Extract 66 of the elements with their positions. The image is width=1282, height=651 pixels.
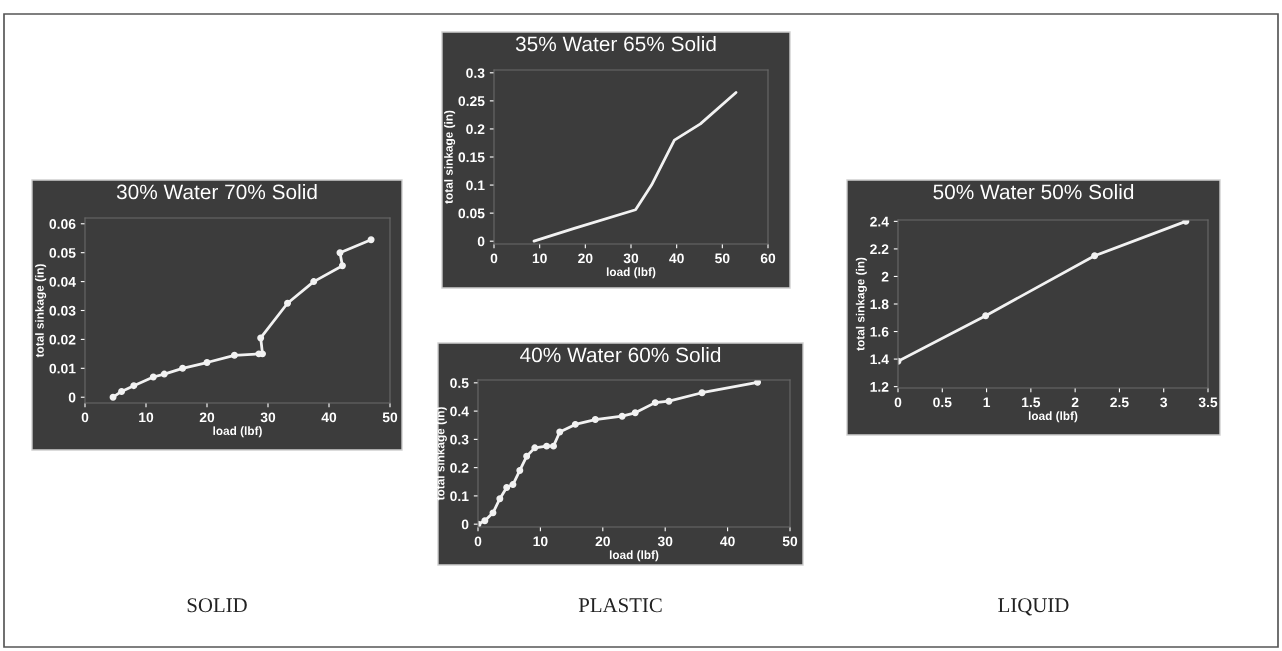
y-tick-label: 0.3	[466, 68, 485, 78]
y-axis-title: total sinkage (in)	[855, 257, 867, 351]
y-tick-label: 0.5	[450, 378, 469, 388]
y-tick-label: 1.6	[870, 326, 889, 337]
x-tick-label: 10	[139, 412, 154, 423]
y-tick-label: 0.2	[466, 124, 485, 135]
y-tick-label: 0.25	[458, 96, 485, 107]
y-tick-label: 0.2	[450, 462, 469, 473]
y-axis-title: total sinkage (in)	[35, 264, 47, 358]
x-tick-label: 40	[321, 412, 337, 423]
y-tick-label: 0.05	[458, 208, 485, 219]
y-tick-label: 0	[477, 236, 485, 247]
x-tick-label: 50	[382, 412, 398, 423]
x-tick-label: 30	[623, 253, 639, 264]
x-axis-title: load (lbf)	[1028, 411, 1078, 423]
x-axis-title: load (lbf)	[606, 267, 656, 279]
y-tick-label: 0.4	[450, 406, 469, 417]
x-tick-label: 3.5	[1198, 397, 1218, 408]
y-tick-label: 0.15	[458, 152, 485, 163]
y-tick-label: 0.03	[49, 305, 76, 316]
text: LIQUID	[998, 598, 1069, 616]
x-tick-label: 20	[595, 536, 610, 547]
chart-title: 50% Water 50% Solid	[933, 184, 1134, 200]
y-tick-label: 0.1	[466, 180, 485, 191]
y-axis-title: total sinkage (in)	[444, 110, 456, 204]
x-tick-label: 10	[532, 253, 547, 264]
x-tick-label: 1.5	[1022, 397, 1041, 408]
y-tick-label: 0.3	[450, 434, 469, 445]
x-tick-label: 2	[1071, 397, 1079, 408]
y-tick-label: 2.2	[870, 244, 889, 254]
chart-title: 35% Water 65% Solid	[515, 36, 716, 52]
y-tick-label: 1.8	[870, 299, 889, 310]
y-tick-label: 0	[461, 519, 469, 530]
y-tick-label: 0.04	[49, 276, 76, 287]
x-tick-label: 20	[199, 412, 215, 423]
y-tick-label: 2.4	[870, 216, 889, 227]
x-tick-label: 2.5	[1110, 397, 1129, 408]
x-tick-label: 30	[657, 536, 673, 547]
x-tick-label: 0	[81, 412, 89, 423]
y-tick-label: 1.2	[870, 381, 889, 392]
y-tick-label: 2	[881, 271, 889, 282]
x-axis-title: load (lbf)	[609, 550, 659, 562]
x-tick-label: 20	[578, 253, 593, 264]
x-tick-label: 40	[669, 253, 684, 264]
y-tick-label: 1.4	[870, 354, 889, 365]
chart-title: 40% Water 60% Solid	[520, 347, 721, 363]
x-axis-title: load (lbf)	[213, 426, 262, 438]
y-tick-label: 0.02	[49, 334, 76, 345]
x-tick-label: 3	[1160, 397, 1168, 408]
x-tick-label: 0.5	[933, 397, 952, 408]
x-tick-label: 60	[760, 253, 776, 264]
x-tick-label: 30	[260, 412, 276, 423]
x-tick-label: 40	[720, 536, 735, 547]
y-tick-label: 0.01	[49, 363, 76, 374]
x-tick-label: 0	[894, 397, 902, 408]
x-tick-label: 50	[782, 536, 798, 547]
y-tick-label: 0.05	[49, 248, 76, 258]
text: SOLID	[187, 598, 247, 613]
x-tick-label: 50	[715, 253, 730, 264]
x-tick-label: 0	[490, 253, 498, 264]
y-tick-label: 0.06	[49, 219, 76, 229]
y-tick-label: 0.1	[450, 491, 469, 502]
chart-title: 30% Water 70% Solid	[116, 184, 317, 200]
text: PLASTIC	[578, 598, 662, 613]
x-tick-label: 10	[533, 536, 548, 547]
x-tick-label: 1	[983, 397, 991, 408]
